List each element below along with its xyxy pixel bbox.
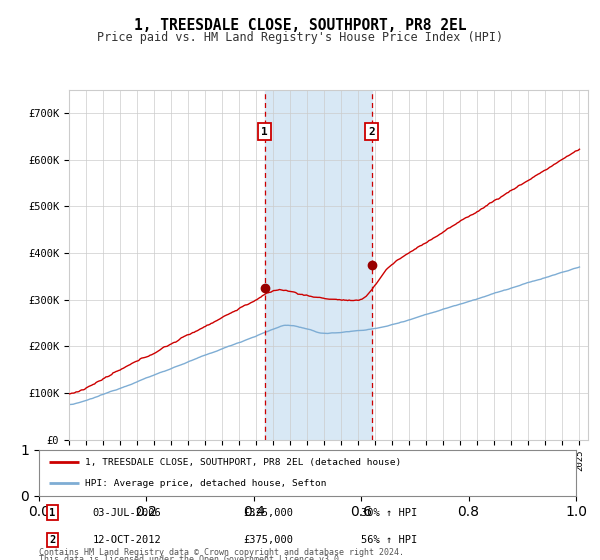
Text: 56% ↑ HPI: 56% ↑ HPI [361,535,418,545]
Text: 1: 1 [262,127,268,137]
Text: 2: 2 [49,535,56,545]
Bar [265,90,371,440]
Text: 30% ↑ HPI: 30% ↑ HPI [361,508,418,517]
Text: 03-JUL-2006: 03-JUL-2006 [93,508,161,517]
Text: Contains HM Land Registry data © Crown copyright and database right 2024.: Contains HM Land Registry data © Crown c… [39,548,404,557]
Text: 12-OCT-2012: 12-OCT-2012 [93,535,161,545]
Text: 2: 2 [368,127,375,137]
Text: Price paid vs. HM Land Registry's House Price Index (HPI): Price paid vs. HM Land Registry's House … [97,31,503,44]
Text: This data is licensed under the Open Government Licence v3.0.: This data is licensed under the Open Gov… [39,556,344,560]
Text: 1: 1 [49,508,56,517]
Text: £325,000: £325,000 [243,508,293,517]
Text: 1, TREESDALE CLOSE, SOUTHPORT, PR8 2EL (detached house): 1, TREESDALE CLOSE, SOUTHPORT, PR8 2EL (… [85,458,401,466]
Text: 1, TREESDALE CLOSE, SOUTHPORT, PR8 2EL: 1, TREESDALE CLOSE, SOUTHPORT, PR8 2EL [134,18,466,33]
Text: £375,000: £375,000 [243,535,293,545]
Text: HPI: Average price, detached house, Sefton: HPI: Average price, detached house, Seft… [85,479,326,488]
